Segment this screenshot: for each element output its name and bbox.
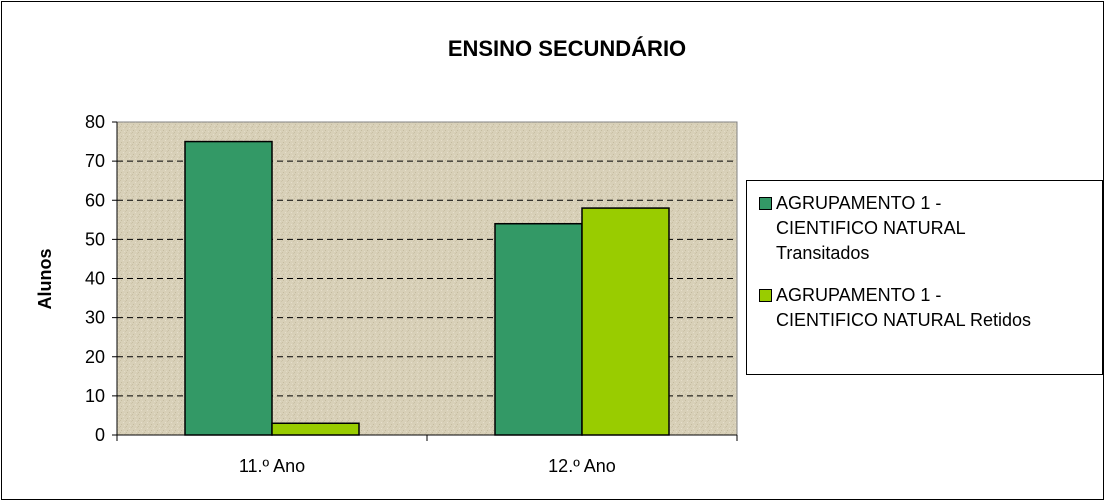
bar-retidos-1 <box>271 422 360 436</box>
y-tick-label: 10 <box>85 386 105 406</box>
y-tick-label: 40 <box>85 269 105 289</box>
chart-title: ENSINO SECUNDÁRIO <box>448 36 686 61</box>
legend-item-retidos: AGRUPAMENTO 1 - CIENTIFICO NATURAL Retid… <box>759 283 1107 333</box>
legend-label-transitados: AGRUPAMENTO 1 - CIENTIFICO NATURAL Trans… <box>776 193 966 263</box>
y-tick-label: 70 <box>85 151 105 171</box>
y-tick-label: 50 <box>85 229 105 249</box>
y-tick-label: 20 <box>85 347 105 367</box>
legend-item-transitados: AGRUPAMENTO 1 - CIENTIFICO NATURAL Trans… <box>759 191 1107 266</box>
legend: AGRUPAMENTO 1 - CIENTIFICO NATURAL Trans… <box>746 180 1103 375</box>
legend-label-retidos: AGRUPAMENTO 1 - CIENTIFICO NATURAL Retid… <box>776 285 1032 330</box>
x-tick-label: 11.º Ano <box>239 456 305 476</box>
y-tick-label: 0 <box>95 425 105 445</box>
legend-swatch-retidos <box>759 289 772 302</box>
bar-retidos-2 <box>581 207 670 436</box>
bar-transitados-2 <box>494 222 583 436</box>
y-tick-label: 60 <box>85 190 105 210</box>
legend-swatch-transitados <box>759 197 772 210</box>
y-axis-label: Alunos <box>35 249 55 310</box>
y-tick-label: 30 <box>85 308 105 328</box>
x-tick-label: 12.º Ano <box>548 456 616 476</box>
y-tick-label: 80 <box>85 112 105 132</box>
bar-transitados-1 <box>184 140 273 436</box>
